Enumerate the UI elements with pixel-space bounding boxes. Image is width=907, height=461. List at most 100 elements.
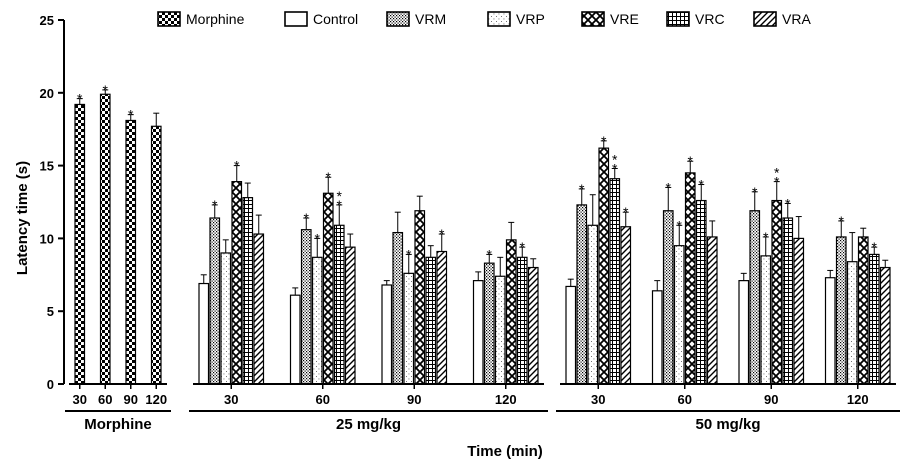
bar-50-mg-kg-60-vre	[684, 172, 696, 385]
bar-50-mg-kg-30-vrm-sig-star: *	[579, 181, 585, 197]
x-tick-label: 120	[495, 392, 517, 407]
legend-label-vrc: VRC	[695, 11, 725, 27]
x-tick-label: 60	[98, 392, 112, 407]
legend-swatch-vra	[753, 11, 777, 27]
x-tick-label: 30	[591, 392, 605, 407]
bar-25-mg-kg-30-vra	[253, 233, 265, 385]
bar-25-mg-kg-90-vra-sig-star: *	[439, 226, 445, 242]
bar-25-mg-kg-120-vrc-sig-star: *	[520, 239, 526, 255]
bar-25-mg-kg-120-vrm-sig-star: *	[487, 246, 493, 262]
group-label-50-mg-kg: 50 mg/kg	[695, 416, 760, 433]
bar-50-mg-kg-60-vre-sig-star: *	[688, 153, 694, 169]
bar-50-mg-kg-90-vrc	[782, 217, 794, 385]
bar-25-mg-kg-90-vrp-sig-star: *	[406, 246, 412, 262]
bar-50-mg-kg-120-control	[824, 277, 836, 385]
bar-50-mg-kg-30-vrc	[609, 178, 621, 385]
bar-50-mg-kg-30-vra	[620, 226, 632, 385]
bar-50-mg-kg-120-vre	[857, 236, 869, 385]
bar-25-mg-kg-90-vrm	[392, 231, 404, 385]
bar-50-mg-kg-60-vrm	[662, 210, 674, 385]
y-tick-label: 0	[47, 377, 54, 392]
bar-25-mg-kg-90-control	[381, 284, 393, 385]
bar-25-mg-kg-30-vrm	[209, 217, 221, 385]
legend-swatch-control	[284, 11, 308, 27]
bar-25-mg-kg-60-vra	[344, 246, 356, 385]
bar-50-mg-kg-90-vrp-sig-star: *	[763, 229, 769, 245]
bar-25-mg-kg-120-vrm	[483, 262, 495, 385]
bar-25-mg-kg-120-vrc	[516, 256, 528, 385]
bar-50-mg-kg-120-vrc	[868, 253, 880, 385]
bar-25-mg-kg-60-vrp-sig-star: *	[315, 230, 321, 246]
bar-morphine-30-morphine-sig-star: *	[77, 91, 83, 107]
bar-morphine-60-morphine	[99, 93, 111, 385]
legend-label-vre: VRE	[610, 11, 639, 27]
bar-morphine-60-morphine-sig-star: *	[103, 82, 109, 98]
bar-morphine-30-morphine	[74, 103, 86, 385]
bar-25-mg-kg-30-vrm-sig-star: *	[212, 197, 218, 213]
bar-25-mg-kg-30-control	[198, 282, 210, 385]
bar-25-mg-kg-90-vre	[414, 210, 426, 385]
bar-25-mg-kg-90-vra	[436, 250, 448, 385]
legend-label-morphine: Morphine	[186, 11, 245, 27]
bar-50-mg-kg-30-vrc-sig-star: *	[612, 161, 618, 177]
bar-50-mg-kg-30-vre	[598, 147, 610, 385]
y-tick-label: 20	[40, 86, 54, 101]
x-tick-label: 30	[224, 392, 238, 407]
bar-25-mg-kg-60-vrp	[311, 256, 323, 385]
bar-50-mg-kg-30-vre-sig-star: *	[601, 133, 607, 149]
y-tick-label: 15	[40, 159, 54, 174]
bar-25-mg-kg-30-vre-sig-star: *	[234, 158, 240, 174]
legend-swatch-vre	[581, 11, 605, 27]
bar-50-mg-kg-90-vrc-sig-star: *	[785, 195, 791, 211]
bar-25-mg-kg-60-vre	[322, 192, 334, 385]
bar-25-mg-kg-120-vrp	[494, 275, 506, 385]
bar-25-mg-kg-90-vrp	[403, 272, 415, 385]
bar-50-mg-kg-30-vra-sig-star: *	[623, 204, 629, 220]
bar-50-mg-kg-90-vre-sig-star: *	[774, 165, 780, 181]
x-tick-label: 60	[678, 392, 692, 407]
bar-50-mg-kg-60-control	[651, 290, 663, 385]
bar-25-mg-kg-60-vrm	[300, 229, 312, 385]
legend-label-control: Control	[313, 11, 358, 27]
bar-50-mg-kg-60-vra	[706, 236, 718, 385]
bar-25-mg-kg-120-vra	[527, 266, 539, 385]
bar-50-mg-kg-60-vrm-sig-star: *	[666, 179, 672, 195]
group-label-25-mg-kg: 25 mg/kg	[336, 416, 401, 433]
bar-morphine-90-morphine-sig-star: *	[128, 107, 134, 123]
bar-25-mg-kg-60-vre-sig-star: *	[326, 169, 332, 185]
x-tick-label: 90	[407, 392, 421, 407]
bar-25-mg-kg-30-vrp	[220, 252, 232, 385]
legend-swatch-vrc	[666, 11, 690, 27]
bar-50-mg-kg-30-vrc-sig-star: *	[612, 152, 618, 168]
y-tick-label: 25	[40, 13, 54, 28]
bar-50-mg-kg-30-vrm	[576, 204, 588, 385]
legend-swatch-vrm	[386, 11, 410, 27]
x-axis: 30 60 90 120 Morphine 30 60 90 120 25 mg/kg 30 60 90…	[65, 383, 900, 433]
legend-label-vrp: VRP	[516, 11, 545, 27]
bar-25-mg-kg-60-vrc-sig-star: *	[337, 197, 343, 213]
bars: ************* ********** *******	[74, 82, 891, 385]
bar-50-mg-kg-120-vrp	[846, 261, 858, 385]
y-axis-label: Latency time (s)	[14, 161, 31, 275]
bar-50-mg-kg-60-vrc	[695, 199, 707, 385]
x-tick-label: 60	[316, 392, 330, 407]
bar-25-mg-kg-60-vrm-sig-star: *	[304, 210, 310, 226]
bar-50-mg-kg-90-vre	[771, 199, 783, 385]
legend-label-vrm: VRM	[415, 11, 446, 27]
bar-50-mg-kg-90-vre-sig-star: *	[774, 174, 780, 190]
bar-25-mg-kg-120-vre	[505, 239, 517, 385]
bar-25-mg-kg-60-control	[289, 294, 301, 385]
bar-25-mg-kg-30-vre	[231, 181, 243, 385]
bar-50-mg-kg-120-vrc-sig-star: *	[872, 239, 878, 255]
bar-morphine-120-morphine	[150, 125, 162, 385]
bar-morphine-90-morphine	[125, 119, 137, 385]
bar-50-mg-kg-120-vrm	[835, 236, 847, 385]
x-tick-label: 120	[847, 392, 869, 407]
x-tick-label: 90	[764, 392, 778, 407]
bar-25-mg-kg-60-vrc-sig-star: *	[337, 188, 343, 204]
bar-25-mg-kg-90-vrc	[425, 256, 437, 385]
y-tick-label: 5	[47, 304, 54, 319]
bar-50-mg-kg-60-vrp-sig-star: *	[677, 217, 683, 233]
y-axis: 0 5 10 15 20 25	[40, 13, 65, 392]
